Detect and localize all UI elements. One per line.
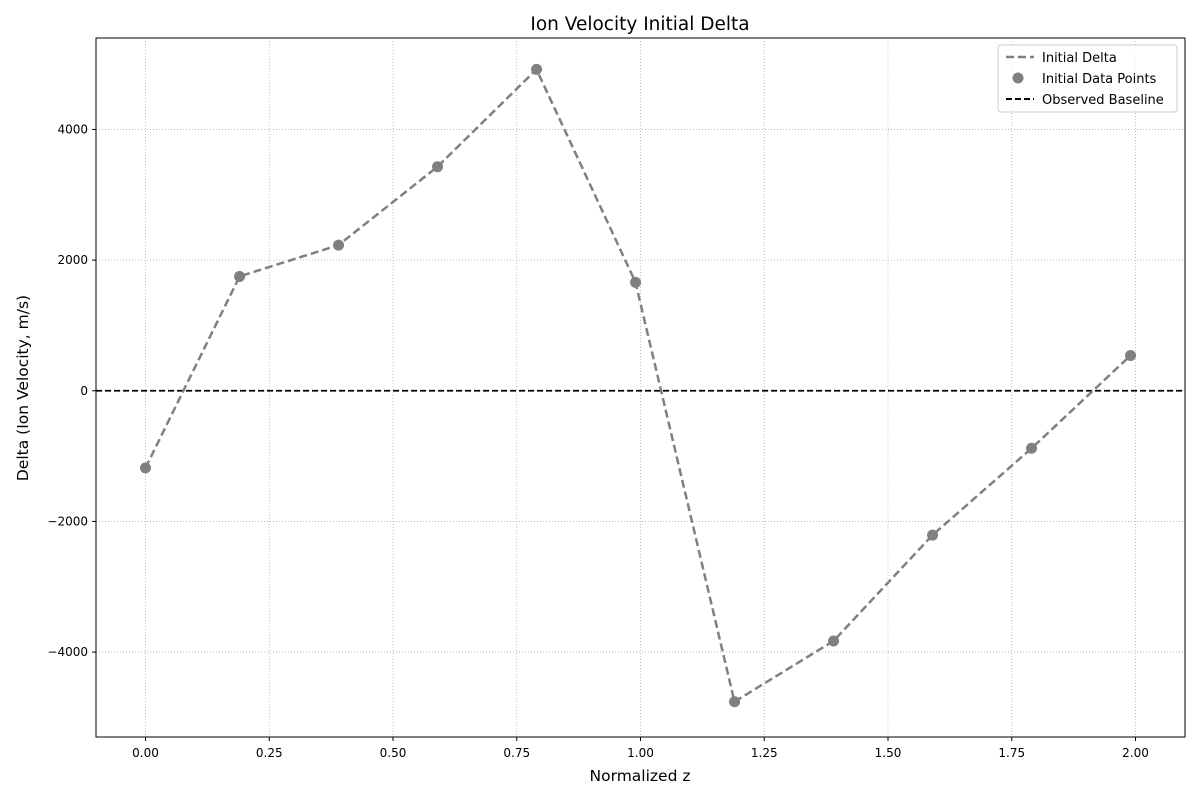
initial-data-point <box>630 276 642 288</box>
y-axis-ticks: −4000 −2000 0 2000 4000 <box>47 122 96 659</box>
x-tick-label: 0.75 <box>503 746 530 760</box>
x-tick-label: 1.00 <box>627 746 654 760</box>
initial-data-point <box>333 239 345 251</box>
x-tick-label: 2.00 <box>1122 746 1149 760</box>
initial-data-point <box>729 696 741 708</box>
y-tick-label: −2000 <box>47 514 88 528</box>
y-tick-label: 2000 <box>57 253 88 267</box>
initial-data-point <box>140 462 151 474</box>
legend-label-observed-baseline: Observed Baseline <box>1042 93 1164 108</box>
initial-data-point <box>531 63 543 75</box>
legend-frame <box>997 44 1178 113</box>
x-axis-title: Normalized z <box>590 767 691 785</box>
initial-data-point <box>432 161 444 173</box>
y-tick-label: 4000 <box>57 122 88 136</box>
initial-data-point <box>1125 349 1137 361</box>
x-tick-label: 1.50 <box>875 746 902 760</box>
initial-data-point <box>927 529 939 541</box>
x-tick-label: 0.00 <box>132 746 159 760</box>
grid-lines <box>96 38 1185 737</box>
x-tick-label: 1.25 <box>751 746 778 760</box>
x-axis-ticks: 0.00 0.25 0.50 0.75 1.00 1.25 1.50 1.75 2.00 <box>132 737 1149 760</box>
initial-data-point <box>828 635 840 647</box>
chart-title: Ion Velocity Initial Delta <box>530 14 749 35</box>
y-axis-title: Delta (Ion Velocity, m/s) <box>14 295 32 481</box>
y-tick-label: 0 <box>80 384 88 398</box>
legend-label-initial-delta: Initial Delta <box>1042 51 1117 66</box>
x-tick-label: 1.75 <box>998 746 1025 760</box>
x-tick-label: 0.50 <box>380 746 407 760</box>
legend-swatch-initial-data-points <box>1012 72 1024 84</box>
x-tick-label: 0.25 <box>256 746 283 760</box>
series-layer <box>140 63 1137 708</box>
y-tick-label: −4000 <box>47 645 88 659</box>
initial-data-point <box>234 270 246 282</box>
initial-data-point <box>1026 442 1038 454</box>
legend-label-initial-data-points: Initial Data Points <box>1042 72 1157 87</box>
legend: Initial Delta Initial Data Points Observ… <box>997 44 1178 113</box>
